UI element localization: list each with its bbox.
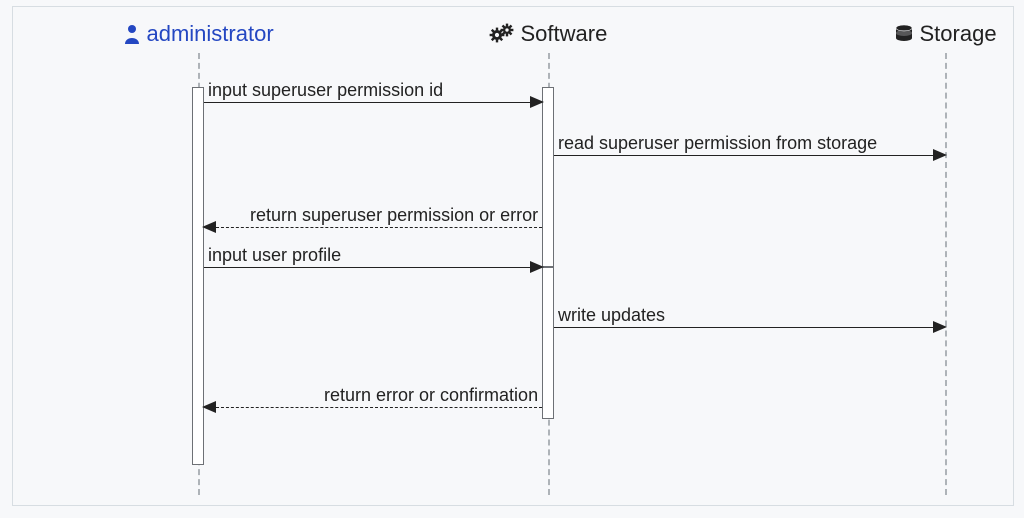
message-arrowhead-0 (530, 96, 544, 108)
message-text-3: input user profile (208, 245, 341, 266)
participant-label-software: Software (521, 21, 608, 47)
message-text-0: input superuser permission id (208, 80, 443, 101)
person-icon (123, 24, 141, 44)
message-arrowhead-1 (933, 149, 947, 161)
participant-label-storage: Storage (920, 21, 997, 47)
message-line-0 (204, 102, 530, 103)
gears-icon (489, 23, 515, 45)
message-text-5: return error or confirmation (324, 385, 538, 406)
participant-software: Software (489, 21, 608, 47)
activation-software-1 (542, 87, 554, 267)
diagram-frame: administrator Software Storage input superu… (12, 6, 1014, 506)
lifeline-storage (945, 53, 947, 495)
participant-storage: Storage (894, 21, 997, 47)
message-line-1 (554, 155, 933, 156)
message-arrowhead-4 (933, 321, 947, 333)
message-arrowhead-2 (202, 221, 216, 233)
message-arrowhead-3 (530, 261, 544, 273)
message-text-2: return superuser permission or error (250, 205, 538, 226)
message-line-3 (204, 267, 530, 268)
message-arrowhead-5 (202, 401, 216, 413)
message-line-5 (216, 407, 542, 408)
database-icon (894, 24, 914, 44)
message-line-4 (554, 327, 933, 328)
message-text-1: read superuser permission from storage (558, 133, 877, 154)
diagram-stage: administrator Software Storage input superu… (13, 7, 1013, 505)
activation-software-2 (542, 267, 554, 419)
message-text-4: write updates (558, 305, 665, 326)
participant-label-admin: administrator (147, 21, 274, 47)
message-line-2 (216, 227, 542, 228)
participant-admin: administrator (123, 21, 274, 47)
